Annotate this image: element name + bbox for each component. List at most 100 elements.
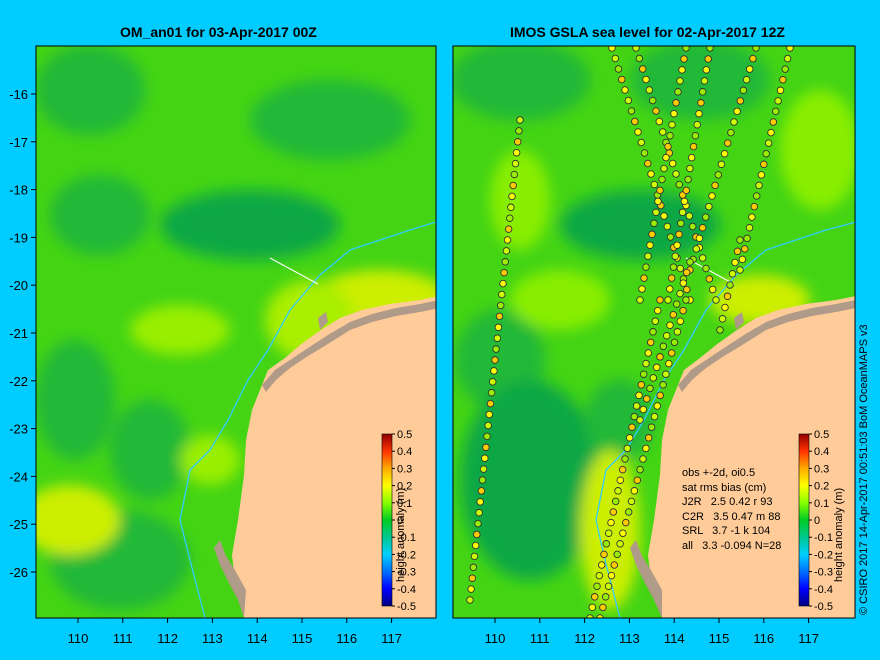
observation-marker xyxy=(739,86,748,95)
observation-marker xyxy=(767,128,775,137)
observation-marker xyxy=(764,139,773,147)
observation-marker xyxy=(646,338,655,347)
observation-marker xyxy=(685,212,694,220)
observation-marker xyxy=(647,423,656,431)
observation-marker xyxy=(701,213,710,221)
observation-marker xyxy=(660,212,668,220)
observation-marker xyxy=(698,88,707,96)
observation-marker xyxy=(627,107,636,115)
observation-marker xyxy=(745,65,754,73)
observation-marker xyxy=(712,296,720,304)
right-map-frame xyxy=(452,45,856,619)
observation-marker xyxy=(671,252,680,260)
observation-marker xyxy=(637,381,646,389)
observation-marker xyxy=(469,563,478,572)
observation-marker xyxy=(491,356,499,364)
observation-marker xyxy=(512,148,521,157)
observation-marker xyxy=(666,321,674,329)
observation-marker xyxy=(684,175,692,184)
observation-marker xyxy=(664,296,672,304)
observation-marker xyxy=(618,75,626,84)
observation-marker xyxy=(717,160,726,169)
colorbar-tick-label: -0.2 xyxy=(397,549,416,561)
observation-marker xyxy=(644,434,653,442)
right-exmouth-gulf-coast xyxy=(630,540,662,618)
lat-tick-label: -22 xyxy=(9,374,28,389)
colorbar-tick-label: 0.1 xyxy=(397,498,412,510)
observation-marker xyxy=(642,75,650,84)
observation-marker xyxy=(677,219,685,228)
stats-line: all 3.3 -0.094 N=28 xyxy=(682,539,782,552)
observation-marker xyxy=(515,127,523,135)
observation-marker xyxy=(750,202,759,211)
observation-marker xyxy=(646,241,654,249)
observation-marker xyxy=(682,268,691,277)
left-barrow-island xyxy=(318,312,328,330)
observation-marker xyxy=(662,370,670,378)
left-shelf-isobath xyxy=(179,221,436,618)
observation-marker xyxy=(616,476,625,484)
observation-marker xyxy=(628,423,636,431)
observation-marker xyxy=(656,391,664,400)
observation-marker xyxy=(708,285,717,294)
observation-marker xyxy=(483,432,491,441)
left-panel-title: OM_an01 for 03-Apr-2017 00Z xyxy=(120,24,317,40)
observation-marker xyxy=(493,334,502,342)
observation-marker xyxy=(500,268,508,277)
observation-marker xyxy=(669,310,678,319)
observation-marker xyxy=(494,323,503,332)
observation-marker xyxy=(611,497,620,506)
observation-marker xyxy=(730,118,738,126)
observation-marker xyxy=(636,465,644,474)
observation-marker xyxy=(658,128,667,136)
observation-marker xyxy=(738,255,747,264)
colorbar-ramp xyxy=(381,433,393,607)
observation-marker xyxy=(664,142,672,151)
left-latitude-ticks: -16 -17 -18 -19 -20 -21 -22 -23 -24 -25 -26 xyxy=(9,87,36,580)
observation-marker xyxy=(474,519,482,528)
observation-marker xyxy=(614,65,623,73)
observation-marker xyxy=(676,317,685,325)
observation-marker xyxy=(485,410,494,419)
right-panel-title: IMOS GSLA sea level for 02-Apr-2017 12Z xyxy=(510,24,785,40)
observation-marker xyxy=(632,46,640,52)
observation-marker xyxy=(666,233,675,241)
observation-marker xyxy=(638,285,646,293)
observation-marker xyxy=(682,46,690,52)
observation-marker xyxy=(648,96,657,105)
observation-marker xyxy=(700,77,709,85)
observation-marker xyxy=(745,223,754,232)
lat-tick-label: -21 xyxy=(9,326,28,341)
colorbar-ramp xyxy=(798,433,810,607)
colorbar-tick-label: 0.3 xyxy=(814,463,829,475)
left-longitude-ticks: 110 111 112 113 114 115 116 117 xyxy=(68,618,402,646)
observation-marker xyxy=(471,541,480,550)
observation-marker xyxy=(663,222,672,231)
observation-marker xyxy=(742,75,751,84)
observation-marker xyxy=(619,529,627,537)
observation-marker xyxy=(680,55,688,63)
observation-marker xyxy=(473,530,481,539)
colorbar-tick-label: 0.5 xyxy=(814,429,829,441)
observation-marker xyxy=(733,247,742,256)
observation-marker xyxy=(640,274,648,282)
observation-marker xyxy=(762,149,770,158)
observation-marker xyxy=(475,508,483,517)
stats-line: obs +-2d, oi0.5 xyxy=(682,467,756,479)
left-colorbar-label: height anomaly (m) xyxy=(395,487,407,582)
observation-marker xyxy=(625,434,634,442)
observation-marker xyxy=(627,497,636,506)
observation-marker xyxy=(682,186,691,195)
observation-marker xyxy=(635,391,643,400)
observation-marker xyxy=(507,203,515,212)
right-barrow-island xyxy=(734,312,744,330)
observation-marker xyxy=(621,455,629,463)
right-coastal-islands xyxy=(678,300,855,392)
observation-marker xyxy=(659,342,668,351)
observation-marker xyxy=(476,498,484,506)
observation-marker xyxy=(495,312,504,321)
observation-marker xyxy=(726,281,734,289)
observation-marker xyxy=(741,245,749,253)
observation-marker xyxy=(634,128,642,136)
observation-marker xyxy=(593,582,601,590)
